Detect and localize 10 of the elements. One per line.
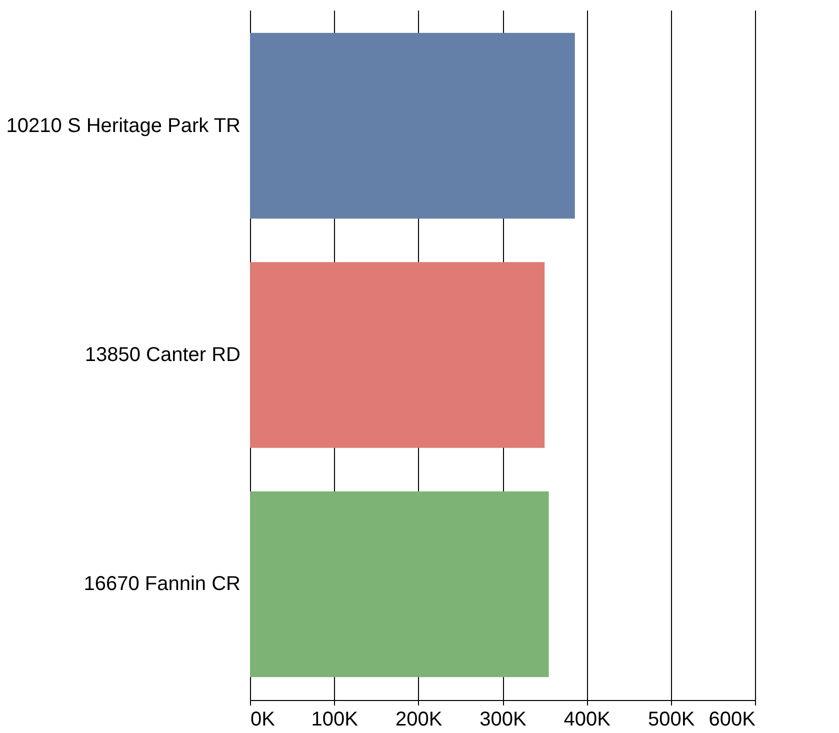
x-tick-label: 400K [564, 708, 612, 730]
x-tick-label: 300K [480, 708, 528, 730]
y-tick-label: 13850 Canter RD [84, 344, 240, 366]
x-tick-label: 600K [708, 708, 756, 730]
x-tick-label: 100K [311, 708, 359, 730]
x-tick-label: 500K [648, 708, 696, 730]
y-tick-label: 10210 S Heritage Park TR [6, 114, 240, 137]
x-tick-label: 200K [395, 708, 443, 730]
x-tick-label: 0K [250, 708, 276, 730]
y-tick-label: 16670 Fannin CR [84, 573, 240, 596]
